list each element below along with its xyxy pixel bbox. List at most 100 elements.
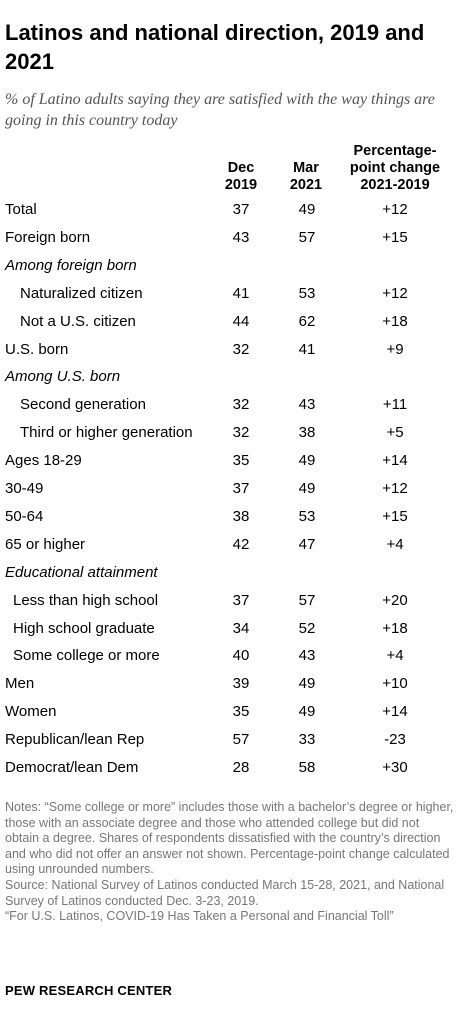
value-dec-2019: 38	[232, 507, 250, 525]
value-dec-2019: 57	[232, 731, 250, 749]
value-change: +20	[382, 591, 408, 609]
column-header-change: Percentage-point change 2021-2019	[349, 143, 441, 193]
value-change: +15	[382, 507, 408, 525]
row-label: Ages 18-29	[5, 452, 82, 470]
value-mar-2021: 47	[298, 535, 316, 553]
value-change: +12	[382, 284, 408, 302]
section-header-row: Among U.S. born	[0, 363, 458, 391]
value-mar-2021: 33	[298, 731, 316, 749]
value-mar-2021: 43	[298, 647, 316, 665]
table-row: Republican/lean Rep 57 33 -23	[0, 726, 458, 754]
table-row: Democrat/lean Dem 28 58 +30	[0, 754, 458, 782]
row-label: Less than high school	[13, 591, 159, 609]
row-label: Republican/lean Rep	[5, 731, 145, 749]
value-mar-2021: 57	[298, 591, 316, 609]
value-change: +4	[386, 647, 404, 665]
value-change: +14	[382, 703, 408, 721]
row-label: Men	[5, 675, 35, 693]
table-row: U.S. born 32 41 +9	[0, 336, 458, 364]
value-dec-2019: 39	[232, 675, 250, 693]
report-title: “For U.S. Latinos, COVID-19 Has Taken a …	[5, 909, 394, 924]
table-row: Men 39 49 +10	[0, 670, 458, 698]
row-label: Among foreign born	[5, 256, 137, 274]
row-label: 65 or higher	[5, 535, 86, 553]
row-label: 50-64	[5, 507, 44, 525]
value-mar-2021: 49	[298, 452, 316, 470]
row-label: Foreign born	[5, 228, 91, 246]
column-header-mar-2021: Mar 2021	[289, 160, 323, 193]
row-label: High school graduate	[13, 619, 155, 637]
value-change: +14	[382, 452, 408, 470]
notes-text: Notes: “Some college or more” includes t…	[5, 800, 454, 877]
value-mar-2021: 41	[298, 340, 316, 358]
row-label: Some college or more	[13, 647, 160, 665]
value-dec-2019: 37	[232, 591, 250, 609]
value-mar-2021: 62	[298, 312, 316, 330]
row-label: Not a U.S. citizen	[20, 312, 136, 330]
chart-title: Latinos and national direction, 2019 and…	[5, 20, 425, 74]
table-row: Second generation 32 43 +11	[0, 391, 458, 419]
value-change: +18	[382, 619, 408, 637]
value-dec-2019: 28	[232, 759, 250, 776]
table-row: Ages 18-29 35 49 +14	[0, 447, 458, 475]
value-change: +11	[382, 396, 408, 414]
value-change: +15	[382, 228, 408, 246]
value-mar-2021: 49	[298, 703, 316, 721]
table-row: Third or higher generation 32 38 +5	[0, 419, 458, 447]
value-mar-2021: 49	[298, 675, 316, 693]
row-label: Women	[5, 703, 57, 721]
value-change: +4	[386, 535, 404, 553]
value-dec-2019: 35	[232, 703, 250, 721]
value-dec-2019: 40	[232, 647, 250, 665]
value-dec-2019: 32	[232, 340, 250, 358]
value-change: +18	[382, 312, 408, 330]
value-dec-2019: 37	[232, 480, 250, 497]
value-dec-2019: 42	[232, 535, 250, 553]
value-mar-2021: 43	[298, 396, 316, 414]
section-header-row: Educational attainment	[0, 559, 458, 587]
table-row: Foreign born 43 57 +15	[0, 224, 458, 252]
row-label: Naturalized citizen	[20, 284, 143, 302]
value-mar-2021: 52	[298, 619, 316, 637]
value-change: +12	[382, 201, 408, 218]
table-row: Total 37 49 +12	[0, 196, 458, 224]
value-change: +30	[382, 759, 408, 776]
column-header-dec-2019: Dec 2019	[224, 160, 258, 193]
table-row: Not a U.S. citizen 44 62 +18	[0, 308, 458, 336]
value-dec-2019: 35	[232, 452, 250, 470]
table-row: 30-49 37 49 +12	[0, 475, 458, 503]
value-mar-2021: 58	[298, 759, 316, 776]
row-label: Second generation	[20, 396, 146, 414]
value-change: +5	[386, 424, 404, 442]
section-header-row: Among foreign born	[0, 252, 458, 280]
table-row: Naturalized citizen 41 53 +12	[0, 280, 458, 308]
row-label: 30-49	[5, 480, 44, 497]
value-mar-2021: 53	[298, 284, 316, 302]
row-label: U.S. born	[5, 340, 69, 358]
value-dec-2019: 37	[232, 201, 250, 218]
value-dec-2019: 34	[232, 619, 250, 637]
chart-subtitle: % of Latino adults saying they are satis…	[5, 91, 435, 129]
notes-block: Notes: “Some college or more” includes t…	[5, 800, 455, 925]
value-dec-2019: 41	[232, 284, 250, 302]
source-text: Source: National Survey of Latinos condu…	[5, 877, 445, 908]
value-dec-2019: 32	[232, 424, 250, 442]
value-change: +10	[382, 675, 408, 693]
row-label: Educational attainment	[5, 563, 158, 581]
table-row: High school graduate 34 52 +18	[0, 615, 458, 643]
value-mar-2021: 53	[298, 507, 316, 525]
value-mar-2021: 49	[298, 201, 316, 218]
table-row: Less than high school 37 57 +20	[0, 587, 458, 615]
table-row: Some college or more 40 43 +4	[0, 642, 458, 670]
value-dec-2019: 32	[232, 396, 250, 414]
value-dec-2019: 44	[232, 312, 250, 330]
value-change: +9	[386, 340, 404, 358]
row-label: Among U.S. born	[5, 368, 121, 386]
row-label: Third or higher generation	[20, 424, 193, 442]
value-mar-2021: 49	[298, 480, 316, 497]
row-label: Democrat/lean Dem	[5, 759, 139, 776]
table-row: Women 35 49 +14	[0, 698, 458, 726]
row-label: Total	[5, 201, 37, 218]
value-dec-2019: 43	[232, 228, 250, 246]
value-mar-2021: 38	[298, 424, 316, 442]
